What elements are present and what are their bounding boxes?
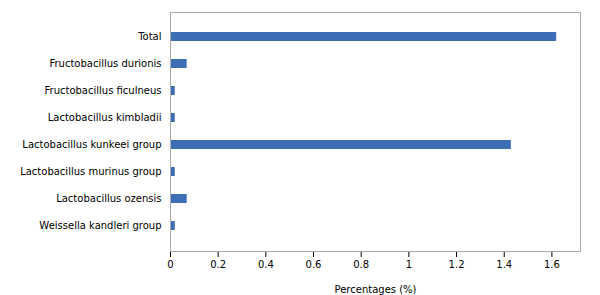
svg-text:0.2: 0.2 [210,259,226,270]
svg-text:Fructobacillus durionis: Fructobacillus durionis [49,58,161,69]
svg-text:0.4: 0.4 [258,259,274,270]
svg-text:0: 0 [167,259,173,270]
svg-text:1.2: 1.2 [449,259,465,270]
svg-text:Lactobacillus kimbladii: Lactobacillus kimbladii [48,112,162,123]
svg-text:Fructobacillus ficulneus: Fructobacillus ficulneus [45,85,162,96]
svg-text:Lactobacillus murinus group: Lactobacillus murinus group [20,166,161,177]
svg-text:Lactobacillus kunkeei group: Lactobacillus kunkeei group [22,139,161,150]
svg-text:1: 1 [406,259,412,270]
svg-text:0.6: 0.6 [306,259,322,270]
svg-text:1.4: 1.4 [496,259,512,270]
svg-text:Total: Total [137,31,161,42]
svg-text:0.8: 0.8 [353,259,369,270]
svg-text:Lactobacillus ozensis: Lactobacillus ozensis [56,193,161,204]
svg-text:Percentages (%): Percentages (%) [335,284,417,295]
svg-text:1.6: 1.6 [544,259,560,270]
svg-text:Weissella kandleri group: Weissella kandleri group [39,220,161,231]
